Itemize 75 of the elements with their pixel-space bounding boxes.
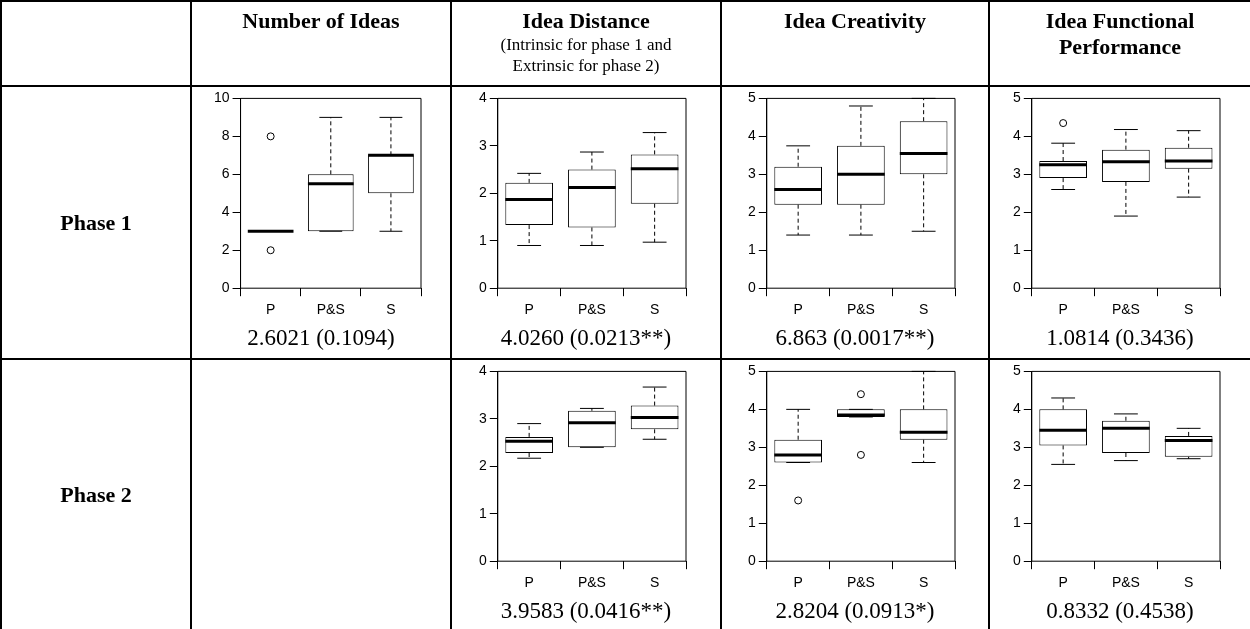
y-tick-label: 1 [1012, 514, 1021, 531]
chart-title: Idea Creativity [783, 8, 927, 34]
y-tick-label: 5 [747, 89, 756, 106]
y-tick-label: 2 [478, 184, 487, 201]
y-tick-label: 0 [747, 552, 756, 569]
y-tick-label: 4 [1012, 400, 1021, 417]
y-tick-label: 8 [221, 127, 230, 144]
x-tick-label: S [649, 574, 660, 591]
y-tick-label: 0 [1012, 279, 1021, 296]
y-tick-label: 0 [478, 552, 487, 569]
y-tick-label: 3 [747, 165, 756, 182]
x-tick-label: S [918, 301, 929, 318]
x-tick-label: P [1058, 301, 1068, 318]
y-tick-label: 4 [478, 362, 487, 379]
x-tick-label: P&S [316, 301, 345, 318]
text: 4.0260 (0.0213**) [500, 325, 672, 351]
y-tick-label: 1 [478, 504, 487, 521]
x-tick-label: P&S [1111, 574, 1140, 591]
x-tick-label: P [793, 301, 803, 318]
text: 6.863 (0.0017**) [775, 325, 935, 351]
y-tick-label: 3 [478, 409, 487, 426]
x-tick-label: P&S [1111, 301, 1140, 318]
chart-title: Idea Distance [521, 8, 651, 34]
x-tick-label: P [793, 574, 803, 591]
x-tick-label: P&S [846, 574, 875, 591]
y-tick-label: 2 [478, 457, 487, 474]
y-tick-label: 3 [1012, 438, 1021, 455]
text: 0.8332 (0.4538) [1046, 598, 1194, 624]
y-tick-label: 3 [478, 136, 487, 153]
y-tick-label: 2 [1012, 476, 1021, 493]
y-tick-label: 4 [478, 89, 487, 106]
y-tick-label: 4 [747, 400, 756, 417]
y-tick-label: 2 [221, 241, 230, 258]
y-tick-label: 10 [213, 89, 230, 106]
x-tick-label: P [524, 574, 534, 591]
x-tick-label: S [1183, 574, 1194, 591]
x-tick-label: S [918, 574, 929, 591]
x-tick-label: P [265, 301, 276, 318]
chart-title: Idea Functional Performance [1044, 8, 1196, 60]
text: 2.8204 (0.0913*) [775, 598, 935, 624]
text: 3.9583 (0.0416**) [500, 598, 672, 624]
y-tick-label: 1 [747, 241, 756, 258]
chart-title: Number of Ideas [241, 8, 401, 34]
x-tick-label: P [524, 301, 534, 318]
y-tick-label: 1 [1012, 241, 1021, 258]
text: Phase 1 [59, 209, 133, 236]
text: Phase 2 [59, 481, 133, 508]
y-tick-label: 0 [221, 279, 230, 296]
text: 1.0814 (0.3436) [1046, 325, 1194, 351]
x-tick-label: S [649, 301, 660, 318]
x-tick-label: P&S [846, 301, 875, 318]
text: 2.6021 (0.1094) [247, 325, 395, 351]
y-tick-label: 4 [221, 203, 230, 220]
y-tick-label: 0 [1012, 552, 1021, 569]
x-tick-label: P [1058, 574, 1068, 591]
y-tick-label: 3 [747, 438, 756, 455]
x-tick-label: P&S [577, 574, 606, 591]
x-tick-label: S [386, 301, 396, 318]
y-tick-label: 4 [1012, 127, 1021, 144]
y-tick-label: 2 [747, 476, 756, 493]
y-tick-label: 0 [478, 279, 487, 296]
y-tick-label: 3 [1012, 165, 1021, 182]
y-tick-label: 4 [747, 127, 756, 144]
y-tick-label: 5 [747, 362, 756, 379]
y-tick-label: 6 [221, 165, 230, 182]
y-tick-label: 0 [747, 279, 756, 296]
y-tick-label: 5 [1012, 89, 1021, 106]
y-tick-label: 2 [1012, 203, 1021, 220]
x-tick-label: S [1183, 301, 1194, 318]
y-tick-label: 2 [747, 203, 756, 220]
y-tick-label: 1 [478, 231, 487, 248]
chart-subtitle: (Intrinsic for phase 1 and Extrinsic for phase 2) [499, 34, 673, 76]
y-tick-label: 1 [747, 514, 756, 531]
y-tick-label: 5 [1012, 362, 1021, 379]
x-tick-label: P&S [577, 301, 606, 318]
